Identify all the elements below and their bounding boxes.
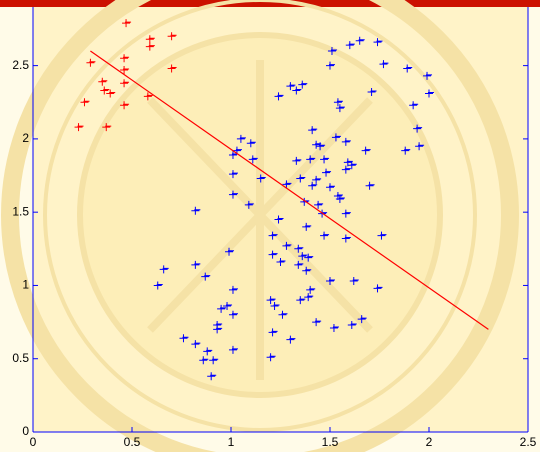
x-tick-label: 1 (228, 435, 235, 449)
x-tick-label: 2.5 (520, 435, 537, 449)
y-tick-label: 1 (22, 278, 29, 292)
chart: 0 0.5 1 1.5 2 2.5 0 0.5 1 1.5 2 2.5 (0, 0, 540, 452)
y-tick-label: 2.5 (12, 58, 29, 72)
x-tick-label: 0 (30, 435, 37, 449)
x-tick-label: 2 (426, 435, 433, 449)
seal-watermark (10, 0, 528, 452)
y-tick-label: 0.5 (12, 351, 29, 365)
y-tick-label: 1.5 (12, 204, 29, 218)
x-tick-label: 0.5 (124, 435, 141, 449)
x-tick-label: 1.5 (322, 435, 339, 449)
y-tick-label: 2 (22, 131, 29, 145)
y-tick-label: 0 (22, 424, 29, 438)
